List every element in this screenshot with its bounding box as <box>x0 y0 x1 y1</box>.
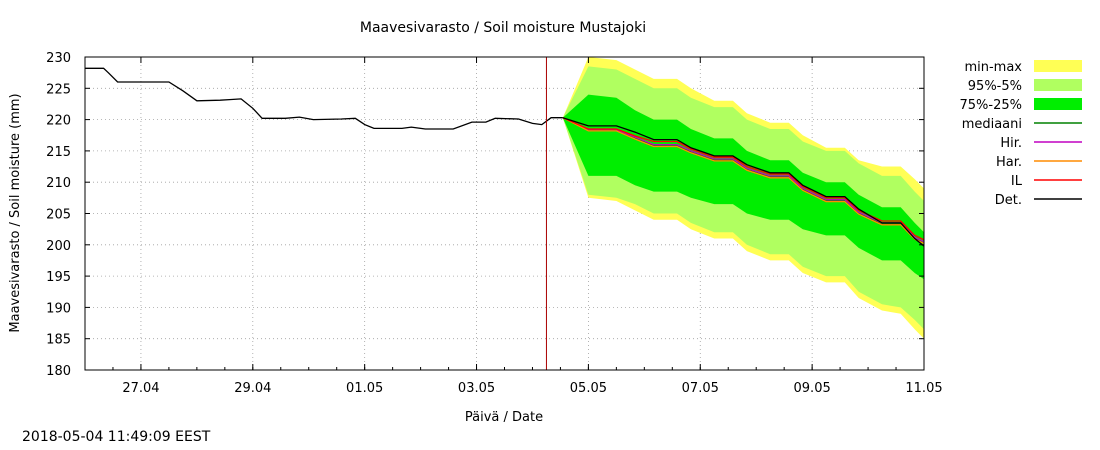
series-lines <box>85 67 925 247</box>
y-tick-label: 180 <box>46 364 71 379</box>
y-tick-label: 210 <box>46 176 71 191</box>
y-tick-label: 225 <box>46 82 71 97</box>
legend-swatch <box>1034 79 1082 91</box>
legend-label: Hir. <box>1000 136 1022 151</box>
y-tick-label: 215 <box>46 145 71 160</box>
legend: min-max 95%-5% 75%-25% mediaani Hir. Har. IL De… <box>960 60 1082 208</box>
x-tick-label: 11.05 <box>905 381 942 396</box>
x-tick-label: 03.05 <box>458 381 495 396</box>
y-axis-ticks: 180 185 190 195 200 205 210 215 220 225 230 <box>46 51 924 379</box>
y-tick-label: 195 <box>46 270 71 285</box>
legend-swatch <box>1034 60 1082 72</box>
y-tick-label: 205 <box>46 208 71 223</box>
legend-label: min-max <box>964 60 1022 75</box>
x-tick-label: 05.05 <box>570 381 607 396</box>
series-line-har <box>562 117 925 245</box>
legend-label: Har. <box>996 155 1022 170</box>
y-tick-label: 190 <box>46 301 71 316</box>
series-line-observed <box>85 67 563 130</box>
timestamp: 2018-05-04 11:49:09 EEST <box>22 429 211 445</box>
forecast-bands <box>562 57 924 339</box>
legend-label: IL <box>1011 174 1023 189</box>
legend-label: 75%-25% <box>960 98 1022 113</box>
x-tick-label: 07.05 <box>682 381 719 396</box>
x-tick-label: 29.04 <box>234 381 271 396</box>
legend-swatch <box>1034 98 1082 110</box>
y-tick-label: 185 <box>46 333 71 348</box>
y-axis-label: Maavesivarasto / Soil moisture (mm) <box>8 93 23 332</box>
y-tick-label: 200 <box>46 239 71 254</box>
legend-label: mediaani <box>962 117 1022 132</box>
x-tick-label: 27.04 <box>122 381 159 396</box>
y-tick-label: 220 <box>46 114 71 129</box>
x-axis-label: Päivä / Date <box>465 410 543 425</box>
legend-label: Det. <box>995 193 1022 208</box>
x-axis-ticks: 27.04 29.04 01.05 03.05 05.05 07.05 09.05 11.05 <box>84 57 943 396</box>
chart-title: Maavesivarasto / Soil moisture Mustajoki <box>360 20 646 36</box>
series-line-det <box>562 117 925 247</box>
series-line-il <box>562 117 925 241</box>
x-tick-label: 09.05 <box>794 381 831 396</box>
x-tick-label: 01.05 <box>346 381 383 396</box>
y-tick-label: 230 <box>46 51 71 66</box>
legend-label: 95%-5% <box>968 79 1022 94</box>
